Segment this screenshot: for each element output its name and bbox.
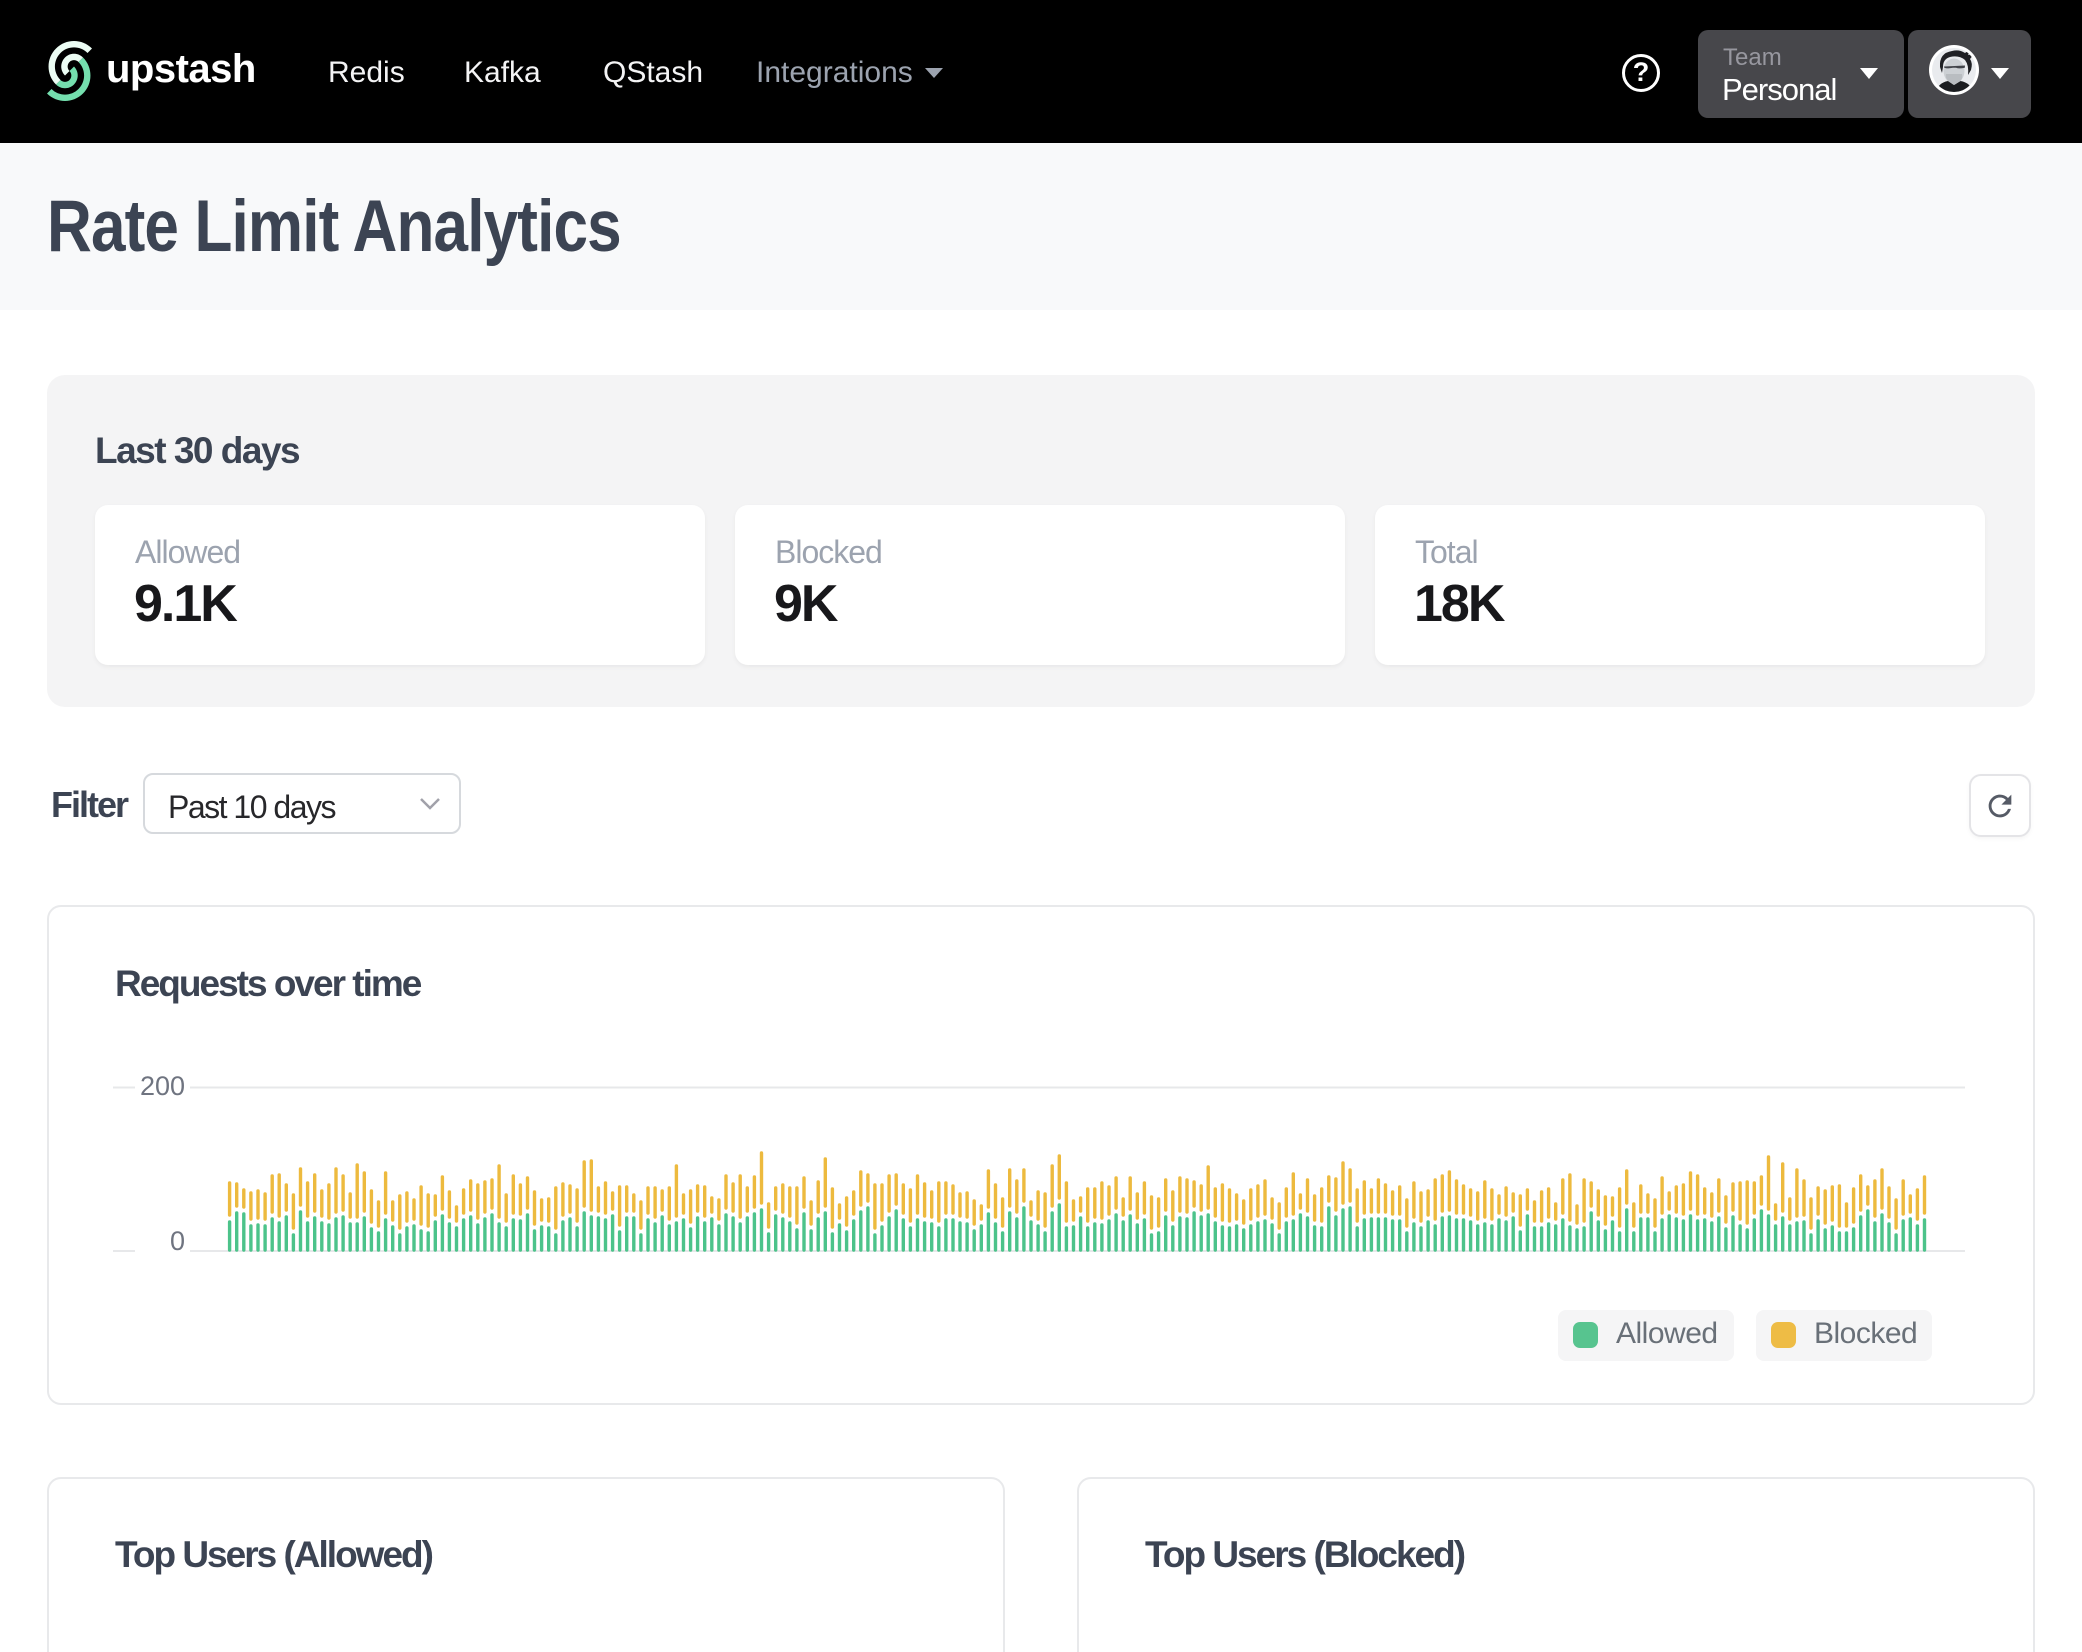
svg-text:0: 0 <box>170 1226 185 1256</box>
svg-text:200: 200 <box>140 1071 185 1101</box>
